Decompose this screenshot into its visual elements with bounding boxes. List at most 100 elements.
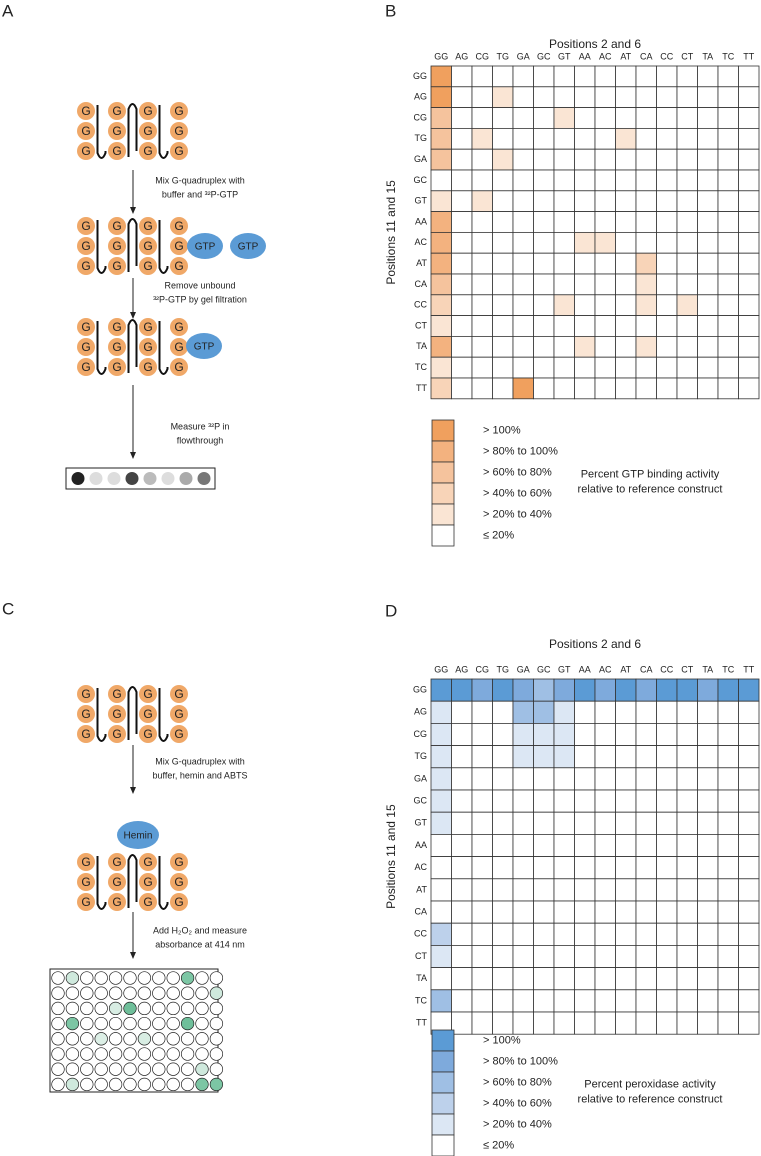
guanine-letter: G: [112, 687, 121, 701]
guanine: [77, 318, 95, 336]
column-label: CC: [660, 51, 673, 61]
column-label: AG: [455, 51, 468, 61]
heatmap-cell: [738, 856, 760, 880]
legend-caption: Percent GTP binding activity: [581, 469, 720, 481]
guanine: [77, 705, 95, 723]
guanine: [108, 893, 126, 911]
row-label: CC: [414, 929, 427, 939]
row-label: AT: [416, 258, 427, 268]
column-label: AC: [599, 51, 612, 61]
heatmap-cell: [594, 315, 616, 337]
heatmap-cell: [512, 678, 534, 702]
guanine-letter: G: [143, 340, 152, 354]
column-label: CT: [681, 664, 693, 674]
heatmap-cell: [656, 273, 678, 296]
heatmap-cell: [738, 834, 760, 858]
heatmap-cell: [717, 231, 739, 254]
well: [51, 1001, 65, 1016]
heatmap-cell: [553, 107, 575, 129]
heatmap-cell: [717, 922, 739, 946]
guanine-letter: G: [81, 895, 90, 909]
well: [152, 1016, 166, 1031]
heatmap-cell: [451, 922, 473, 946]
heatmap-cell: [697, 856, 719, 880]
well: [166, 1016, 180, 1031]
heatmap-cell: [697, 1011, 719, 1035]
heatmap-cell: [717, 294, 739, 316]
heatmap-cell: [615, 945, 637, 969]
heatmap-cell: [512, 107, 534, 129]
heatmap-cell: [594, 127, 616, 150]
column-label: CG: [476, 664, 490, 674]
loop: [127, 319, 138, 373]
guanine-letter: G: [112, 219, 121, 233]
heatmap-cell: [738, 252, 760, 275]
guanine-letter: G: [174, 320, 183, 334]
heatmap-cell: [553, 878, 575, 902]
heatmap-cell: [492, 211, 514, 233]
heatmap-cell: [615, 767, 637, 791]
result-dot: [71, 472, 85, 485]
heatmap-cell: [430, 900, 452, 924]
heatmap-cell: [553, 377, 575, 400]
heatmap-cell: [635, 377, 657, 400]
well: [152, 971, 166, 985]
guanine-letter: G: [143, 144, 152, 158]
ligand-label: Hemin: [124, 831, 153, 842]
heatmap-cell: [717, 252, 739, 275]
heatmap-cell: [635, 945, 657, 969]
well: [108, 1047, 123, 1061]
heatmap-cell: [553, 315, 575, 337]
heatmap-cell: [615, 127, 637, 150]
heatmap-cell: [697, 834, 719, 858]
heatmap-cell: [676, 127, 698, 150]
heatmap-cell: [574, 900, 596, 924]
heatmap-cell: [656, 294, 678, 316]
heatmap-cell: [697, 700, 719, 724]
guanine-letter: G: [174, 259, 183, 273]
column-label: AA: [579, 664, 591, 674]
heatmap-cell: [738, 315, 760, 337]
heatmap-cell: [492, 65, 514, 88]
heatmap-cell: [697, 922, 719, 946]
heatmap-cell: [533, 190, 555, 213]
heatmap-cell: [594, 700, 616, 724]
heatmap-cell: [492, 678, 514, 702]
guanine-letter: G: [112, 855, 121, 869]
guanine-letter: G: [143, 239, 152, 253]
guanine-letter: G: [112, 360, 121, 374]
heatmap-cell: [492, 294, 514, 316]
loop: [127, 218, 138, 272]
heatmap-cell: [553, 922, 575, 946]
heatmap-cell: [451, 127, 473, 150]
well: [195, 1032, 209, 1046]
column-label: AT: [620, 664, 631, 674]
heatmap-cell: [738, 945, 760, 969]
heatmap-cell: [512, 190, 534, 213]
heatmap-cell: [697, 878, 719, 902]
heatmap-cell: [492, 169, 514, 192]
heatmap-cell: [635, 878, 657, 902]
heatmap-cell: [574, 789, 596, 813]
guanine-letter: G: [81, 360, 90, 374]
heatmap-cell: [697, 356, 719, 379]
well: [80, 1077, 94, 1092]
heatmap-cell: [430, 922, 452, 946]
loop: [158, 688, 169, 742]
guanine-letter: G: [174, 687, 183, 701]
heatmap-cell: [717, 700, 739, 724]
heatmap-cell: [615, 148, 637, 171]
loop: [158, 105, 169, 159]
guanine: [108, 102, 126, 120]
well: [94, 986, 108, 1000]
heatmap-cell: [697, 767, 719, 791]
heatmap-cell: [471, 252, 493, 275]
heatmap-cell: [697, 789, 719, 813]
legend-label: > 100%: [483, 424, 521, 436]
well: [94, 971, 108, 985]
legend-caption: Percent peroxidase activity: [584, 1079, 716, 1091]
heatmap-cell: [676, 811, 698, 835]
heatmap-cell: [656, 900, 678, 924]
heatmap-cell: [471, 723, 493, 747]
well: [209, 1047, 224, 1061]
